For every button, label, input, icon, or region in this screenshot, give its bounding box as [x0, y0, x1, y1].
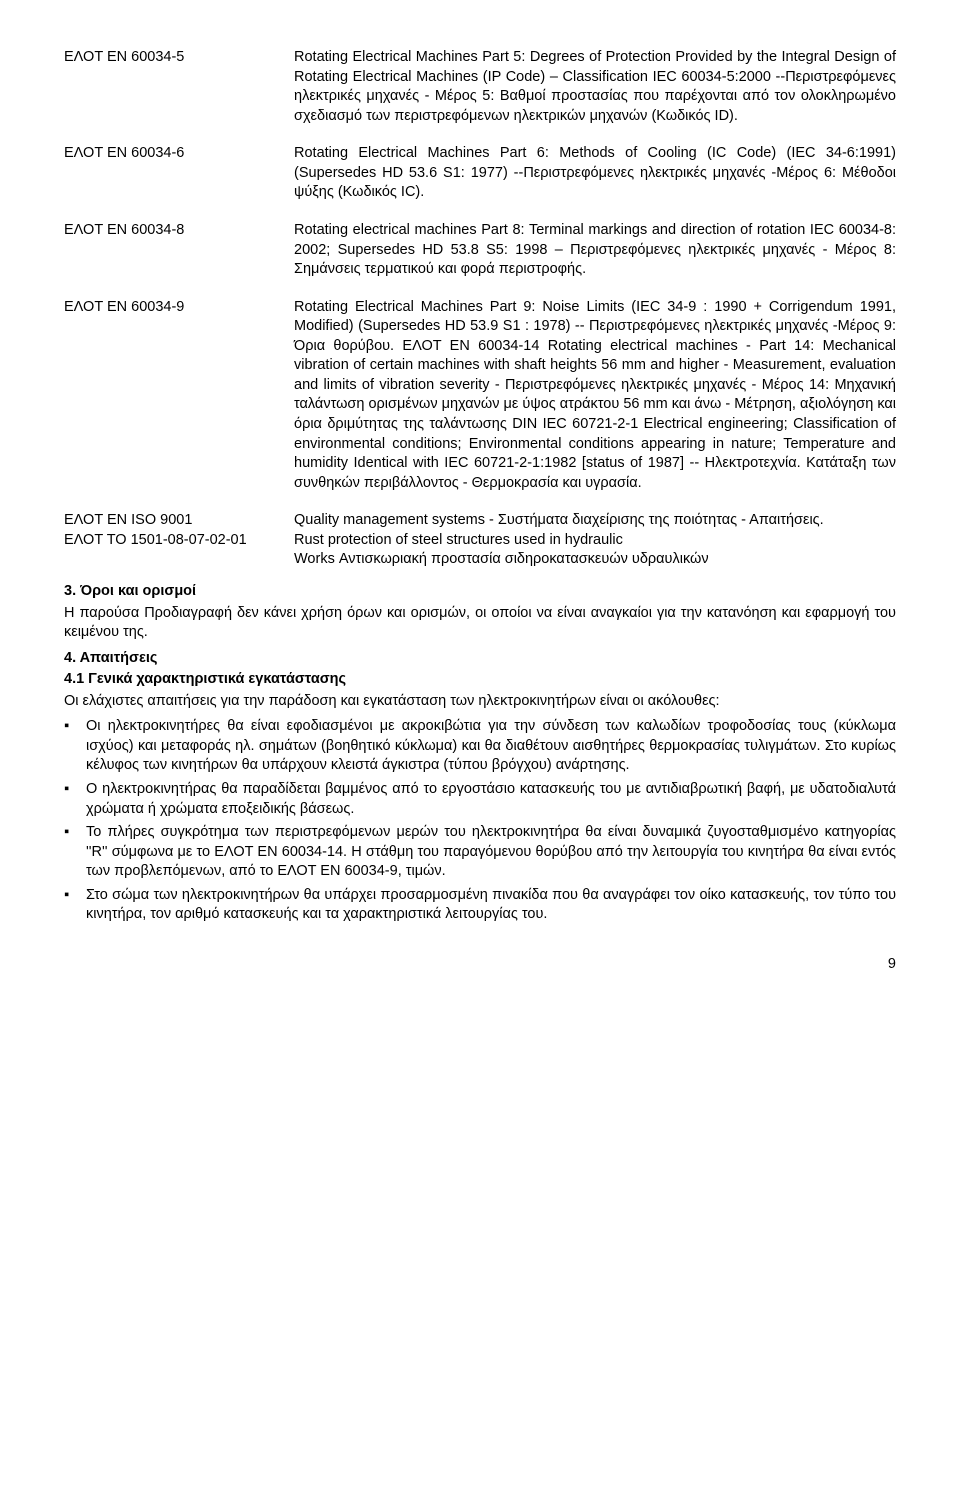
standard-entry: ΕΛΟΤ EN 60034-6 Rotating Electrical Mach…: [64, 144, 896, 203]
standard-entry: ΕΛΟΤ EN 60034-9 Rotating Electrical Mach…: [64, 298, 896, 494]
bullet-text: Το πλήρες συγκρότημα των περιστρεφόμενων…: [86, 823, 896, 882]
section-4-1-heading: 4.1 Γενικά χαρακτηριστικά εγκατάστασης: [64, 670, 896, 690]
standard-desc: Rotating Electrical Machines Part 9: Noi…: [294, 298, 896, 494]
standard-code: ΕΛΟΤ EN ISO 9001: [64, 511, 294, 531]
bullet-item: ▪ Ο ηλεκτροκινητήρας θα παραδίδεται βαμμ…: [64, 780, 896, 819]
section-3-heading: 3. Όροι και ορισμοί: [64, 582, 896, 602]
standard-desc: Rotating Electrical Machines Part 5: Deg…: [294, 48, 896, 126]
standard-code: ΕΛΟΤ EN 60034-9: [64, 298, 294, 494]
standard-code: ΕΛΟΤ EN 60034-6: [64, 144, 294, 203]
bullet-item: ▪ Στο σώμα των ηλεκτροκινητήρων θα υπάρχ…: [64, 886, 896, 925]
page-number: 9: [64, 955, 896, 975]
bullet-item: ▪ Οι ηλεκτροκινητήρες θα είναι εφοδιασμέ…: [64, 717, 896, 776]
section-4-heading: 4. Απαιτήσεις: [64, 649, 896, 669]
bullet-icon: ▪: [64, 886, 86, 906]
bullet-text: Στο σώμα των ηλεκτροκινητήρων θα υπάρχει…: [86, 886, 896, 925]
standard-entry: ΕΛΟΤ EN 60034-8 Rotating electrical mach…: [64, 221, 896, 280]
rust-line2: Works Αντισκωριακή προστασία σιδηροκατασ…: [294, 550, 709, 570]
bullet-text: Οι ηλεκτροκινητήρες θα είναι εφοδιασμένο…: [86, 717, 896, 776]
standard-desc: Quality management systems - Συστήματα δ…: [294, 511, 896, 531]
bullet-item: ▪ Το πλήρες συγκρότημα των περιστρεφόμεν…: [64, 823, 896, 882]
standard-code: ΕΛΟΤ EN 60034-5: [64, 48, 294, 126]
bullet-text: Ο ηλεκτροκινητήρας θα παραδίδεται βαμμέν…: [86, 780, 896, 819]
standard-code: ΕΛΟΤ ΤΟ 1501-08-07-02-01: [64, 531, 294, 570]
standard-code: ΕΛΟΤ EN 60034-8: [64, 221, 294, 280]
section-4-1-intro: Οι ελάχιστες απαιτήσεις για την παράδοση…: [64, 692, 896, 712]
standard-entry-rust: ΕΛΟΤ ΤΟ 1501-08-07-02-01 Rust protection…: [64, 531, 896, 570]
bullet-icon: ▪: [64, 823, 86, 843]
bullet-icon: ▪: [64, 780, 86, 800]
bullet-icon: ▪: [64, 717, 86, 737]
standard-desc-rust: Rust protection of steel structures used…: [294, 531, 709, 570]
standard-desc: Rotating Electrical Machines Part 6: Met…: [294, 144, 896, 203]
section-3-text: Η παρούσα Προδιαγραφή δεν κάνει χρήση όρ…: [64, 604, 896, 643]
rust-line1: Rust protection of steel structures used…: [294, 531, 709, 551]
standard-entry: ΕΛΟΤ EN 60034-5 Rotating Electrical Mach…: [64, 48, 896, 126]
standard-desc: Rotating electrical machines Part 8: Ter…: [294, 221, 896, 280]
standard-entry: ΕΛΟΤ EN ISO 9001 Quality management syst…: [64, 511, 896, 531]
